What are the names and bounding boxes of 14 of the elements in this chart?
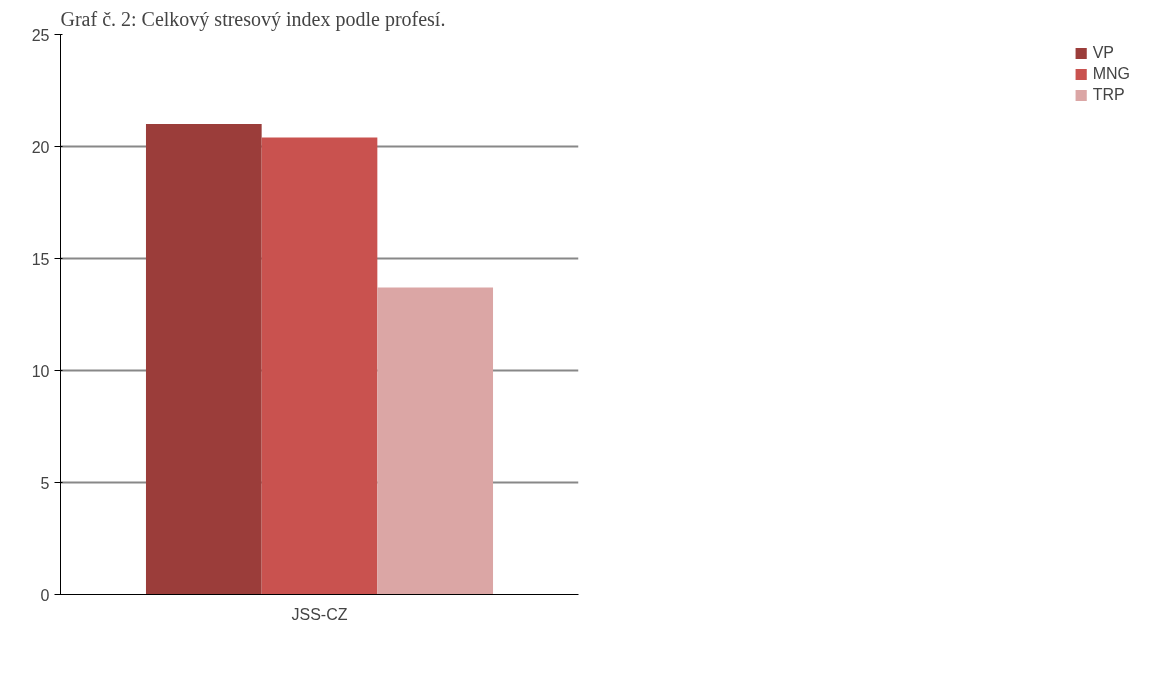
y-tick-label: 15 xyxy=(31,250,50,268)
legend-label: MNG xyxy=(1092,65,1130,83)
bar xyxy=(145,124,262,595)
legend-label: VP xyxy=(1092,44,1115,62)
chart-title: Graf č. 2: Celkový stresový index podle profesí. xyxy=(60,7,446,31)
y-tick-label: 5 xyxy=(40,474,50,492)
y-tick-label: 20 xyxy=(31,138,50,156)
y-tick-label: 10 xyxy=(31,362,50,380)
legend-label: TRP xyxy=(1092,86,1125,104)
bar xyxy=(261,137,378,595)
bar xyxy=(377,287,494,595)
x-tick-label: JSS-CZ xyxy=(291,605,348,623)
y-tick-label: 25 xyxy=(31,26,50,44)
y-tick-label: 0 xyxy=(40,586,50,604)
